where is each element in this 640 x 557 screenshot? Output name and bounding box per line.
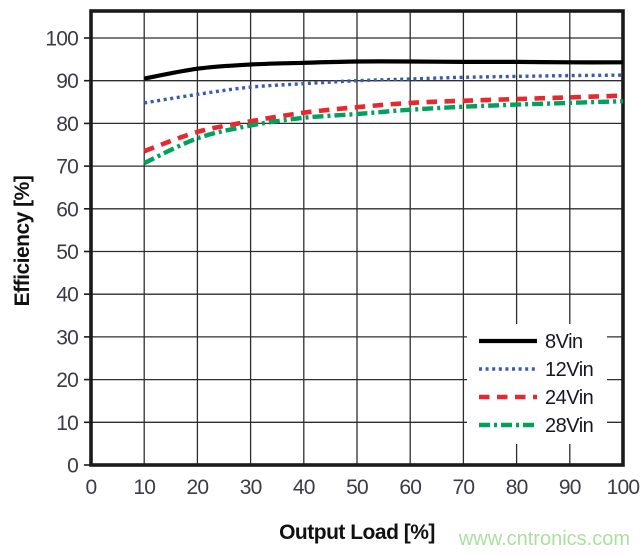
y-tick-label: 80 (56, 113, 78, 136)
x-tick-label: 10 (133, 476, 155, 499)
x-tick-label: 100 (607, 476, 640, 499)
curve-12vin (143, 73, 624, 105)
plot-frame (89, 9, 625, 467)
y-tick-label: 60 (56, 198, 78, 221)
x-axis-title: Output Load [%] (279, 521, 435, 544)
y-tick-label: 20 (56, 369, 78, 392)
x-tick-label: 0 (86, 476, 97, 499)
x-tick-label: 50 (346, 476, 368, 499)
x-tick-label: 60 (399, 476, 421, 499)
legend-label-28vin: 28Vin (545, 415, 593, 437)
y-tick-label: 70 (56, 156, 78, 179)
y-tick-label: 90 (56, 70, 78, 93)
legend-label-12vin: 12Vin (545, 359, 593, 381)
y-tick-label: 40 (56, 284, 78, 307)
curve-28vin (143, 99, 624, 166)
x-tick-label: 30 (240, 476, 262, 499)
y-tick-label: 10 (56, 412, 78, 435)
y-tick-label: 100 (45, 28, 78, 51)
curve-8vin (143, 59, 624, 81)
x-tick-label: 70 (453, 476, 475, 499)
y-axis-title: Efficiency [%] (11, 175, 34, 307)
y-tick-label: 50 (56, 241, 78, 264)
y-tick-label: 30 (56, 326, 78, 349)
x-tick-label: 80 (506, 476, 528, 499)
legend-label-8vin: 8Vin (545, 331, 583, 353)
x-tick-label: 90 (559, 476, 581, 499)
legend-label-24vin: 24Vin (545, 387, 593, 409)
y-tick-label: 0 (67, 455, 78, 478)
x-tick-label: 20 (187, 476, 209, 499)
x-tick-label: 40 (293, 476, 315, 499)
legend-box (467, 324, 607, 444)
curve-24vin (143, 93, 624, 154)
watermark: www.cntronics.com (458, 528, 630, 550)
